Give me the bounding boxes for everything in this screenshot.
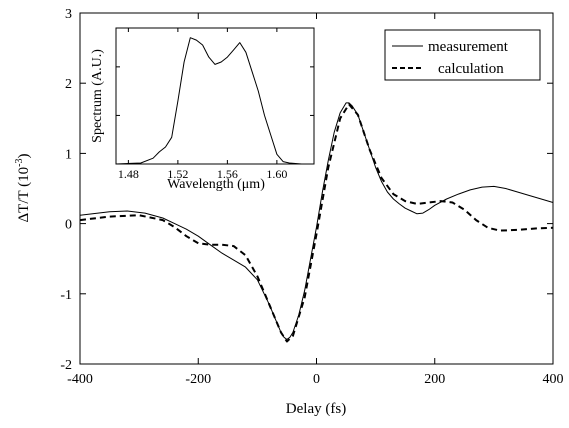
x-tick-label: 400 xyxy=(543,372,564,387)
inset-chart: 1.48 1.52 1.56 1.60 Wavelength (μm) Spectru… xyxy=(90,27,315,192)
legend-calculation-label: calculation xyxy=(438,61,504,77)
y-tick-label: 2 xyxy=(65,77,72,92)
y-tick-label: -1 xyxy=(60,288,72,303)
legend-box xyxy=(384,29,541,81)
main-axis-ticks: -400 -200 0 200 400 -2 -1 0 1 2 3 xyxy=(60,7,563,387)
x-tick-label: 200 xyxy=(424,372,445,387)
inset-y-axis-label: Spectrum (A.U.) xyxy=(90,49,105,143)
inset-x-axis-label: Wavelength (μm) xyxy=(167,177,265,192)
legend-measurement-label: measurement xyxy=(428,39,509,55)
series-line-calculation xyxy=(79,103,554,343)
inset-x-tick-label: 1.56 xyxy=(217,167,238,181)
inset-x-tick-label: 1.48 xyxy=(118,167,139,181)
y-axis-label: ΔT/T (10-3) xyxy=(14,154,32,223)
x-tick-label: 0 xyxy=(313,372,320,387)
y-tick-label: 0 xyxy=(65,218,72,233)
x-tick-label: -400 xyxy=(67,372,93,387)
y-tick-label: -2 xyxy=(60,358,72,373)
inset-x-axis-label-unit: μm xyxy=(242,177,261,192)
inset-x-tick-label: 1.52 xyxy=(167,167,188,181)
y-axis-label-exponent: -3 xyxy=(14,159,25,167)
y-axis-label-main: ΔT/T (10 xyxy=(16,167,32,223)
inset-x-axis-label-close: ) xyxy=(260,177,265,192)
x-axis-label: Delay (fs) xyxy=(286,401,346,417)
inset-spectrum-line xyxy=(115,37,314,165)
inset-series-group xyxy=(115,37,314,165)
inset-axis-ticks: 1.48 1.52 1.56 1.60 xyxy=(116,28,314,181)
y-axis-label-close: ) xyxy=(16,154,32,159)
y-tick-label: 1 xyxy=(65,147,72,162)
inset-x-axis-label-main: Wavelength ( xyxy=(167,177,242,192)
legend: measurement calculation xyxy=(384,29,541,81)
series-line-measurement xyxy=(79,102,554,340)
main-series-group xyxy=(79,102,554,343)
y-tick-label: 3 xyxy=(65,7,72,22)
x-tick-label: -200 xyxy=(185,372,211,387)
inset-plot-frame xyxy=(115,27,315,165)
inset-x-tick-label: 1.60 xyxy=(266,167,287,181)
